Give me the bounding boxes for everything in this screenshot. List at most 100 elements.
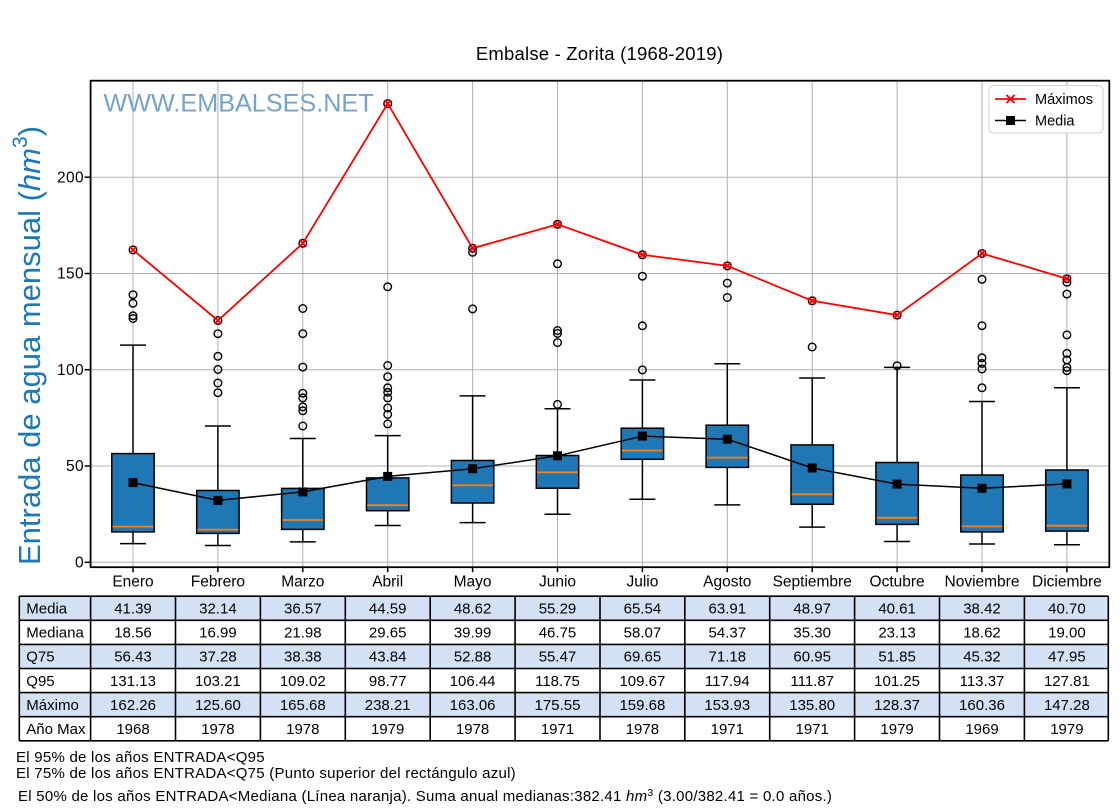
svg-text:58.07: 58.07 [624, 625, 662, 642]
svg-text:63.91: 63.91 [709, 601, 747, 618]
svg-text:Julio: Julio [626, 574, 658, 591]
svg-text:1971: 1971 [796, 721, 829, 738]
svg-text:18.56: 18.56 [114, 625, 152, 642]
svg-text:Diciembre: Diciembre [1032, 574, 1102, 591]
svg-text:Agosto: Agosto [703, 574, 751, 591]
svg-text:113.37: 113.37 [960, 673, 1005, 690]
svg-text:19.00: 19.00 [1048, 625, 1086, 642]
svg-text:69.65: 69.65 [624, 649, 662, 666]
svg-text:56.43: 56.43 [114, 649, 152, 666]
svg-text:37.28: 37.28 [199, 649, 237, 666]
svg-text:38.42: 38.42 [963, 601, 1001, 618]
svg-text:Enero: Enero [112, 574, 153, 591]
svg-text:1979: 1979 [880, 721, 913, 738]
svg-text:117.94: 117.94 [705, 673, 750, 690]
svg-text:54.37: 54.37 [709, 625, 747, 642]
svg-text:1971: 1971 [541, 721, 574, 738]
svg-text:200: 200 [57, 169, 84, 186]
svg-text:65.54: 65.54 [624, 601, 662, 618]
svg-text:Febrero: Febrero [191, 574, 245, 591]
svg-text:163.06: 163.06 [450, 697, 496, 714]
svg-text:1979: 1979 [371, 721, 404, 738]
svg-text:Año Max: Año Max [26, 721, 86, 738]
svg-text:100: 100 [57, 362, 84, 379]
svg-text:43.84: 43.84 [369, 649, 407, 666]
svg-text:Abril: Abril [372, 574, 403, 591]
svg-text:1978: 1978 [201, 721, 234, 738]
svg-text:118.75: 118.75 [535, 673, 580, 690]
svg-text:29.65: 29.65 [369, 625, 407, 642]
svg-text:128.37: 128.37 [874, 697, 920, 714]
svg-text:WWW.EMBALSES.NET: WWW.EMBALSES.NET [104, 90, 374, 118]
svg-text:36.57: 36.57 [284, 601, 322, 618]
svg-text:Máximo: Máximo [26, 697, 79, 714]
svg-text:159.68: 159.68 [619, 697, 665, 714]
svg-text:150: 150 [57, 266, 84, 283]
svg-text:41.39: 41.39 [114, 601, 152, 618]
svg-text:109.67: 109.67 [619, 673, 665, 690]
svg-text:48.97: 48.97 [793, 601, 831, 618]
svg-text:39.99: 39.99 [454, 625, 492, 642]
svg-text:18.62: 18.62 [963, 625, 1001, 642]
svg-text:Media: Media [1035, 114, 1075, 130]
svg-text:El 50% de los años ENTRADA<Med: El 50% de los años ENTRADA<Mediana (Líne… [18, 787, 832, 805]
svg-text:109.02: 109.02 [280, 673, 326, 690]
svg-text:El 75% de los años ENTRADA<Q75: El 75% de los años ENTRADA<Q75 (Punto su… [16, 765, 516, 782]
svg-text:101.25: 101.25 [874, 673, 920, 690]
svg-text:35.30: 35.30 [793, 625, 831, 642]
svg-text:125.60: 125.60 [195, 697, 241, 714]
svg-text:1978: 1978 [626, 721, 659, 738]
svg-text:98.77: 98.77 [369, 673, 407, 690]
svg-text:111.87: 111.87 [790, 673, 834, 690]
svg-text:160.36: 160.36 [959, 697, 1005, 714]
svg-text:47.95: 47.95 [1048, 649, 1086, 666]
svg-text:Marzo: Marzo [281, 574, 324, 591]
svg-text:44.59: 44.59 [369, 601, 407, 618]
svg-text:46.75: 46.75 [539, 625, 577, 642]
svg-text:48.62: 48.62 [454, 601, 492, 618]
svg-text:Máximos: Máximos [1035, 92, 1093, 108]
svg-text:238.21: 238.21 [365, 697, 411, 714]
svg-text:Octubre: Octubre [870, 574, 925, 591]
svg-text:55.29: 55.29 [539, 601, 577, 618]
svg-text:52.88: 52.88 [454, 649, 492, 666]
svg-text:71.18: 71.18 [709, 649, 747, 666]
svg-text:16.99: 16.99 [199, 625, 237, 642]
svg-text:40.70: 40.70 [1048, 601, 1086, 618]
svg-text:1979: 1979 [1050, 721, 1083, 738]
svg-text:165.68: 165.68 [280, 697, 326, 714]
svg-text:1969: 1969 [965, 721, 998, 738]
svg-text:55.47: 55.47 [539, 649, 577, 666]
svg-text:23.13: 23.13 [878, 625, 916, 642]
svg-text:147.28: 147.28 [1044, 697, 1090, 714]
svg-text:40.61: 40.61 [878, 601, 916, 618]
svg-text:106.44: 106.44 [450, 673, 496, 690]
svg-text:135.80: 135.80 [789, 697, 835, 714]
svg-text:Mediana: Mediana [26, 625, 84, 642]
svg-text:131.13: 131.13 [110, 673, 156, 690]
svg-text:Entrada de agua mensual (hm3): Entrada de agua mensual (hm3) [9, 126, 47, 565]
svg-text:Septiembre: Septiembre [773, 574, 852, 591]
svg-text:Noviembre: Noviembre [945, 574, 1020, 591]
svg-text:127.81: 127.81 [1044, 673, 1090, 690]
svg-text:1968: 1968 [116, 721, 149, 738]
svg-text:21.98: 21.98 [284, 625, 322, 642]
svg-text:El 95% de los años ENTRADA<Q95: El 95% de los años ENTRADA<Q95 [16, 749, 265, 766]
svg-text:103.21: 103.21 [195, 673, 241, 690]
svg-text:Junio: Junio [539, 574, 576, 591]
svg-text:38.38: 38.38 [284, 649, 322, 666]
svg-text:Mayo: Mayo [454, 574, 492, 591]
svg-text:1978: 1978 [456, 721, 489, 738]
svg-text:153.93: 153.93 [704, 697, 750, 714]
svg-text:0: 0 [75, 555, 84, 572]
svg-text:175.55: 175.55 [535, 697, 581, 714]
svg-text:1978: 1978 [286, 721, 319, 738]
svg-text:Embalse - Zorita (1968-2019): Embalse - Zorita (1968-2019) [476, 43, 723, 64]
svg-text:Media: Media [26, 601, 68, 618]
svg-text:Q95: Q95 [26, 673, 54, 690]
svg-text:1971: 1971 [711, 721, 744, 738]
svg-text:45.32: 45.32 [963, 649, 1001, 666]
svg-text:32.14: 32.14 [199, 601, 237, 618]
svg-text:162.26: 162.26 [110, 697, 156, 714]
svg-text:Q75: Q75 [26, 649, 54, 666]
